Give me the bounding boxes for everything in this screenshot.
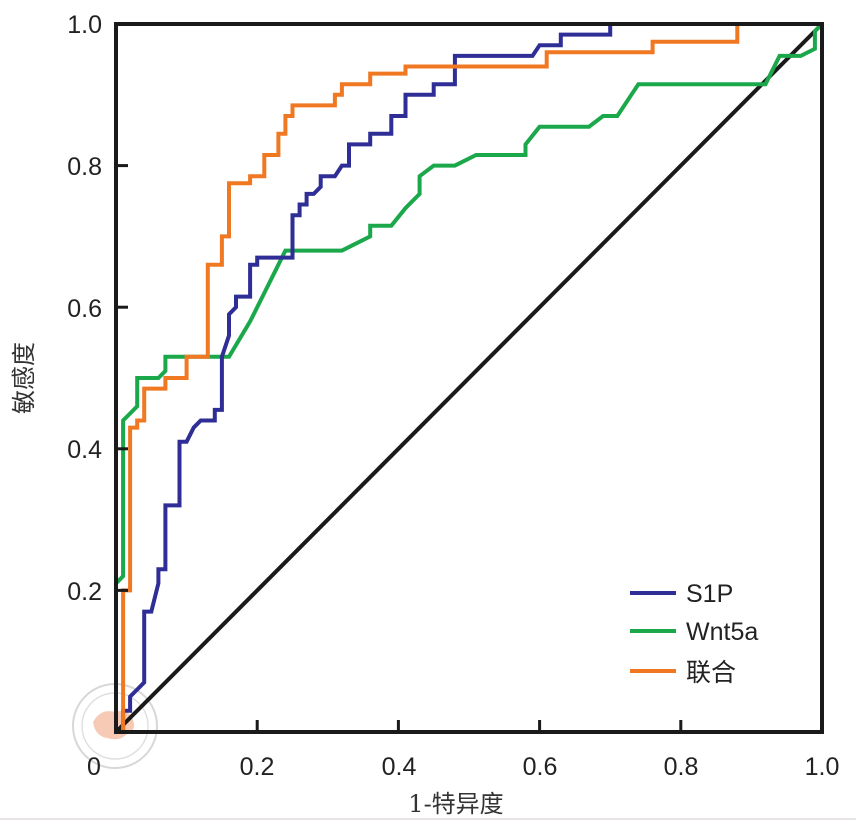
y-tick-label: 0.6 — [67, 295, 102, 323]
legend: S1P Wnt5a 联合 — [630, 580, 758, 687]
axis-ticks — [116, 164, 683, 732]
x-tick-label: 1.0 — [805, 753, 840, 781]
x-tick-label: 0.4 — [382, 753, 417, 781]
plot-area — [114, 22, 824, 734]
legend-label-combined: 联合 — [686, 659, 736, 687]
plot-frame — [114, 22, 824, 734]
series-line-s1p — [116, 22, 822, 734]
series-line-wnt5a — [114, 22, 824, 732]
y-axis-title: 敏感度 — [10, 342, 38, 414]
y-tick-label: 0.8 — [67, 153, 102, 181]
x-tick-label: 0.2 — [240, 753, 275, 781]
x-axis-title: 1-特异度 — [408, 790, 503, 818]
legend-label-wnt5a: Wnt5a — [686, 618, 758, 646]
series-line-combined — [116, 22, 822, 734]
y-tick-label: 1.0 — [67, 11, 102, 39]
y-tick-label: 0.4 — [67, 436, 102, 464]
x-tick-label: 0 — [87, 753, 101, 781]
x-tick-label: 0.8 — [664, 753, 699, 781]
series-line-reference — [114, 22, 824, 734]
legend-label-s1p: S1P — [686, 580, 733, 608]
x-tick-label: 0.6 — [523, 753, 558, 781]
y-tick-label: 0.2 — [67, 578, 102, 606]
